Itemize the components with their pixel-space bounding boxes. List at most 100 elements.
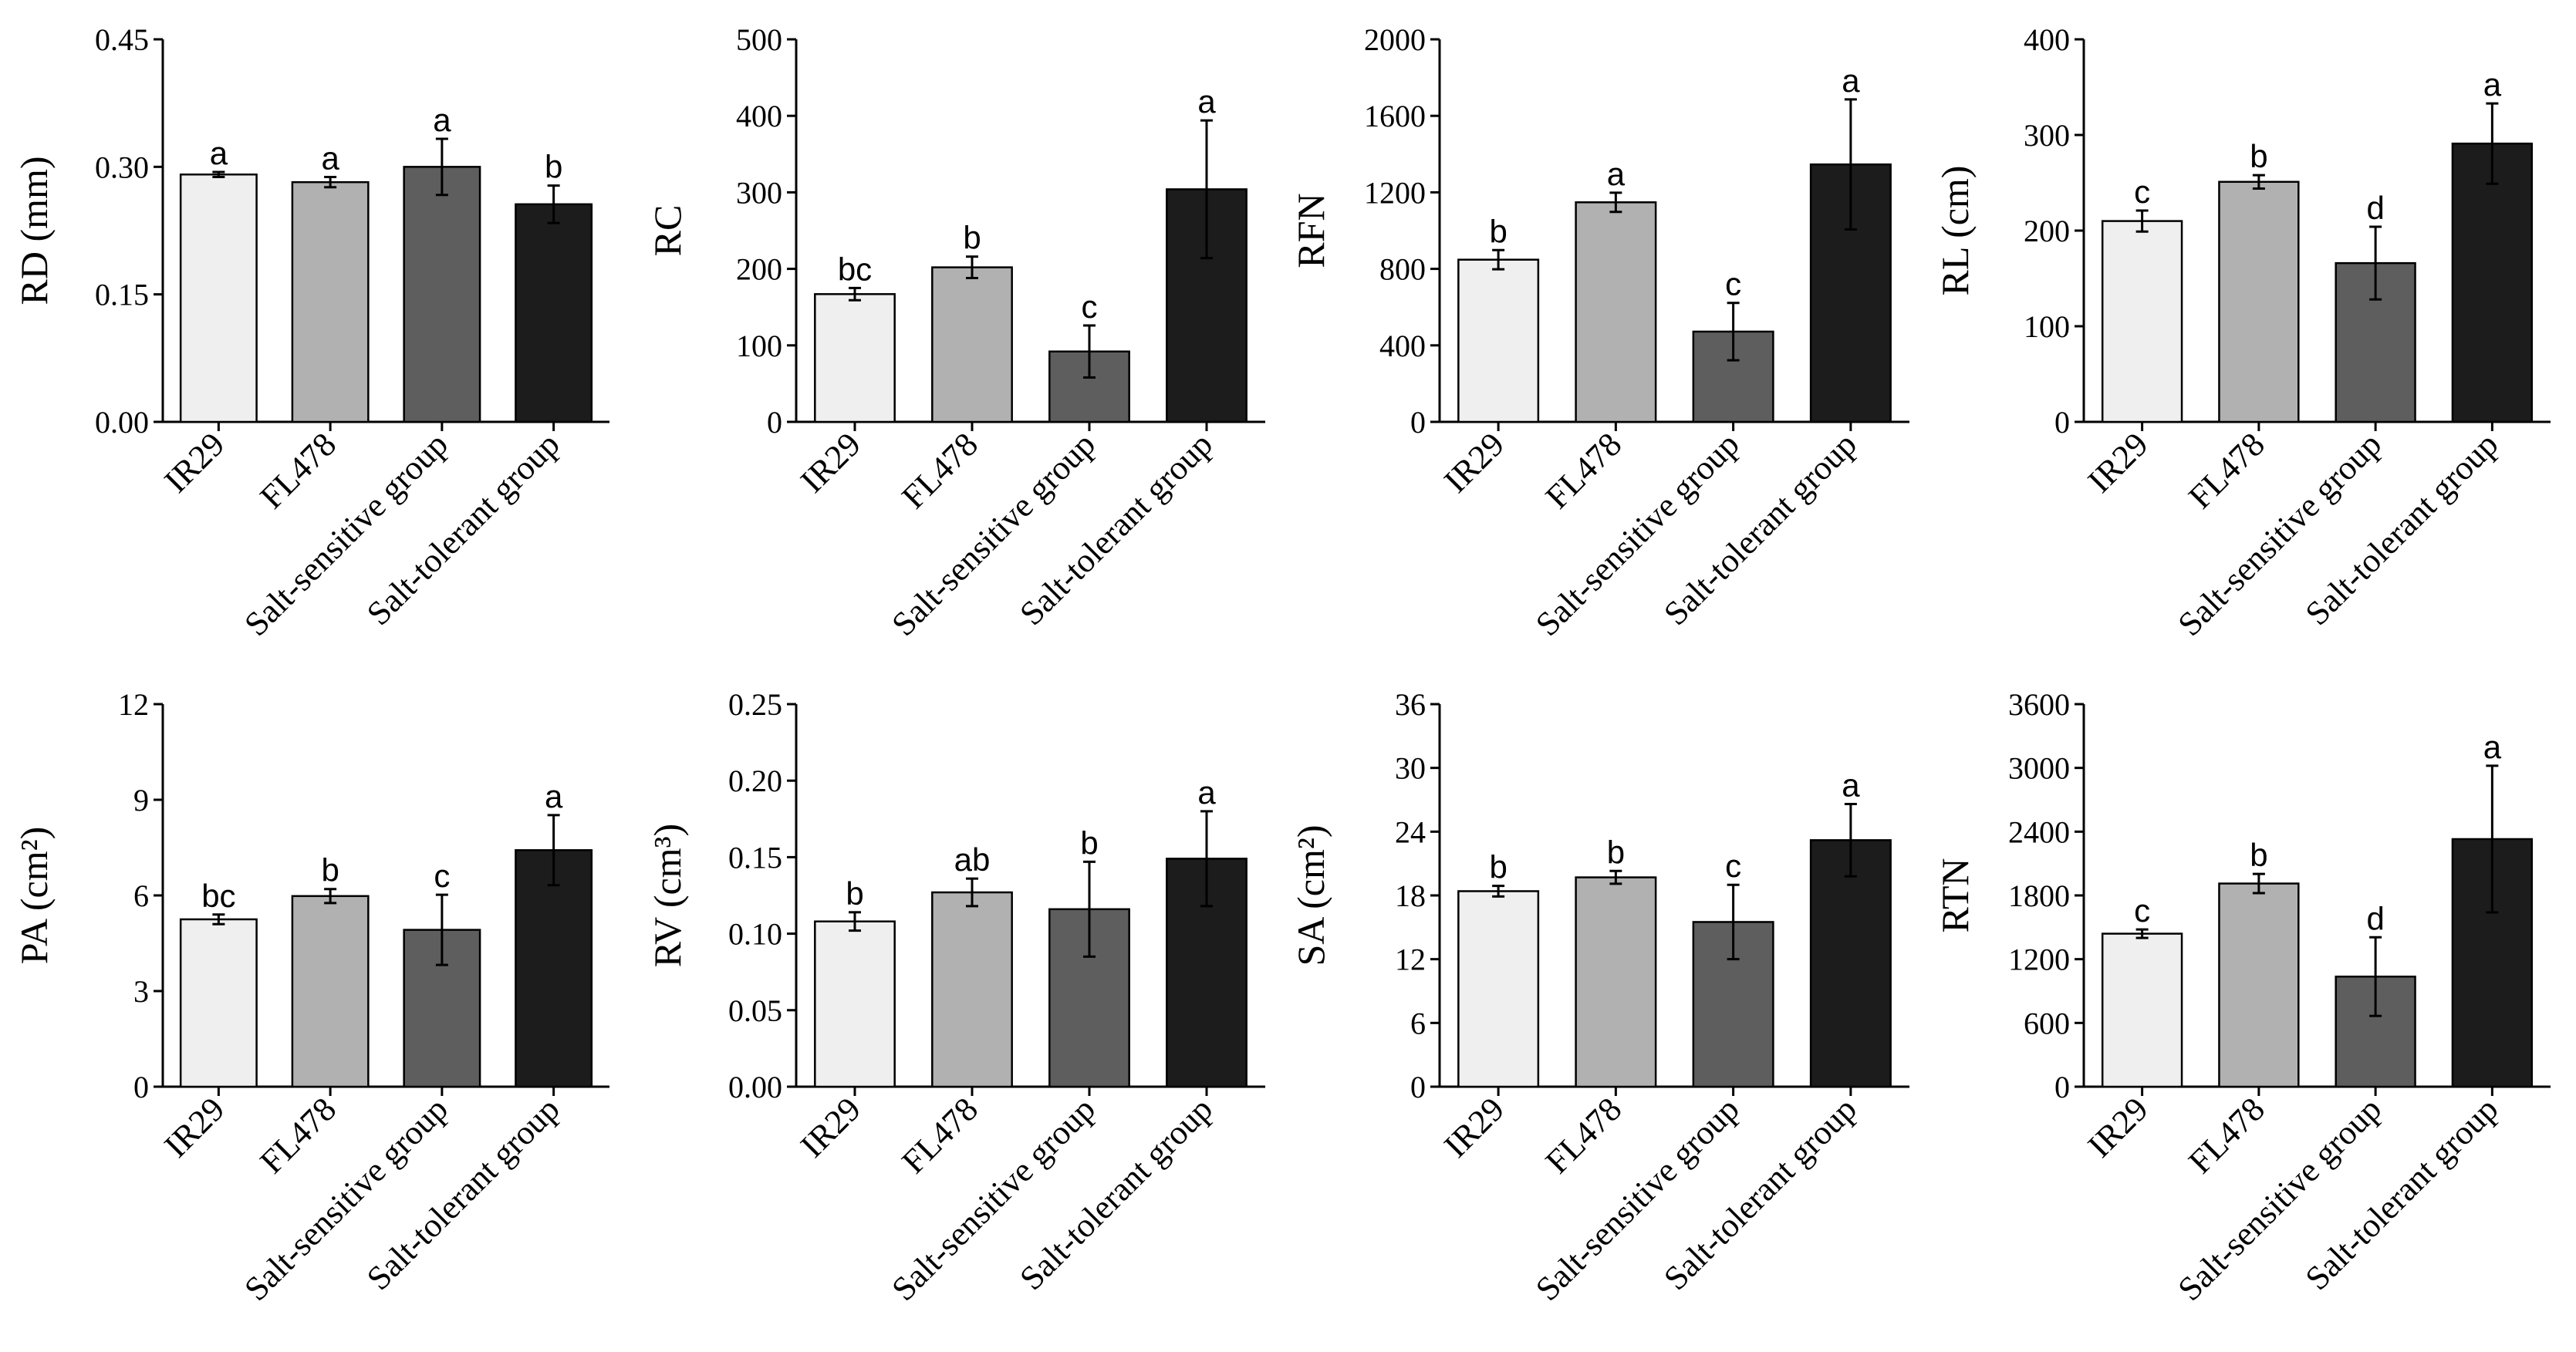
x-tick-label: Salt-tolerant group [360, 1090, 567, 1297]
y-tick-label: 1600 [1364, 99, 1426, 133]
x-tick-label: IR29 [2081, 425, 2156, 500]
y-tick-label: 0 [2054, 405, 2070, 440]
significance-letter: b [1607, 834, 1625, 870]
significance-letter: b [1080, 824, 1098, 861]
y-axis-label: RC [646, 205, 689, 257]
x-tick-label: Salt-sensitive group [1528, 425, 1747, 643]
significance-letter: d [2366, 190, 2384, 226]
bar-salt-sensitive-group [403, 166, 481, 423]
x-tick-label: Salt-tolerant group [360, 425, 567, 632]
significance-letter: a [1842, 767, 1860, 804]
significance-letter: a [545, 778, 563, 814]
y-tick-label: 36 [1395, 687, 1426, 722]
y-tick-label: 12 [118, 687, 149, 722]
y-tick-label: 6 [1410, 1006, 1426, 1040]
y-tick-label: 3000 [2008, 751, 2070, 786]
significance-letter: a [1607, 156, 1626, 192]
y-axis-label: RTN [1933, 858, 1977, 933]
significance-letter: a [1197, 83, 1216, 120]
y-axis-label: RL (cm) [1933, 166, 1977, 296]
bar-fl478 [2218, 180, 2300, 423]
significance-letter: b [846, 875, 863, 912]
significance-letter: b [545, 149, 562, 185]
y-tick-label: 0.15 [728, 840, 782, 875]
y-tick-label: 0.45 [95, 22, 149, 57]
y-tick-label: 3 [133, 974, 149, 1009]
bar-salt-sensitive-group [1692, 921, 1774, 1088]
y-tick-label: 0.30 [95, 150, 149, 184]
panel-rfn: 0 400 800 1200 1600 2000 RFN b IR29 a FL478 c Salt-s… [1289, 22, 1909, 643]
x-tick-label: FL478 [894, 1090, 985, 1181]
x-tick-label: FL478 [253, 1090, 344, 1181]
y-tick-label: 600 [2024, 1006, 2070, 1040]
y-tick-label: 2400 [2008, 814, 2070, 849]
bar-ir29 [2101, 220, 2183, 423]
x-tick-label: Salt-sensitive group [884, 1090, 1102, 1308]
significance-letter: a [2483, 66, 2502, 103]
y-tick-label: 300 [736, 175, 782, 210]
x-tick-label: Salt-sensitive group [2171, 425, 2389, 643]
y-tick-label: 0 [767, 405, 782, 440]
significance-letter: a [433, 102, 451, 138]
bar-ir29 [1457, 258, 1540, 423]
x-tick-label: Salt-sensitive group [884, 425, 1102, 643]
significance-letter: bc [838, 251, 872, 287]
x-tick-label: FL478 [1538, 425, 1629, 516]
y-tick-label: 12 [1395, 942, 1426, 977]
significance-letter: c [434, 858, 450, 894]
y-tick-label: 9 [133, 783, 149, 818]
bar-salt-tolerant-group [515, 203, 593, 423]
panel-rc: 0 100 200 300 400 500 RC bc IR29 b FL478 c Salt-sens… [646, 22, 1265, 643]
y-tick-label: 1800 [2008, 878, 2070, 913]
y-tick-label: 0.15 [95, 278, 149, 312]
significance-letter: c [1725, 266, 1741, 302]
x-tick-label: IR29 [2081, 1090, 2156, 1165]
y-tick-label: 6 [133, 878, 149, 913]
y-tick-label: 400 [1379, 329, 1426, 363]
bar-ir29 [814, 920, 896, 1088]
significance-letter: c [2134, 892, 2150, 929]
panel-rtn: 0 600 1200 1800 2400 3000 3600 RTN c IR29 b FL478 d S… [1933, 687, 2551, 1308]
y-tick-label: 0 [2054, 1070, 2070, 1104]
bar-fl478 [1575, 201, 1657, 423]
x-tick-label: Salt-sensitive group [237, 425, 455, 643]
y-tick-label: 0.05 [728, 993, 782, 1028]
bar-ir29 [1457, 890, 1540, 1088]
significance-letter: a [2483, 729, 2502, 765]
bar-fl478 [931, 891, 1013, 1088]
y-axis-label: RD (mm) [12, 156, 56, 305]
x-tick-label: Salt-tolerant group [1012, 1090, 1220, 1297]
y-tick-label: 0.10 [728, 917, 782, 952]
significance-letter: b [2250, 837, 2267, 873]
significance-letter: b [321, 852, 339, 888]
y-tick-label: 200 [736, 252, 782, 287]
x-tick-label: IR29 [1437, 1090, 1511, 1165]
panel-pa: 0 3 6 9 12 PA (cm²) bc IR29 b FL478 c Salt-sensitiv… [12, 687, 609, 1308]
x-tick-label: IR29 [157, 1090, 232, 1165]
y-tick-label: 18 [1395, 878, 1426, 913]
significance-letter: a [1197, 774, 1216, 811]
y-tick-label: 1200 [2008, 942, 2070, 977]
x-tick-label: IR29 [1437, 425, 1511, 500]
y-axis-label: RFN [1289, 193, 1332, 268]
bar-salt-tolerant-group [1809, 839, 1892, 1088]
y-tick-label: 500 [736, 22, 782, 57]
significance-letter: a [210, 135, 228, 171]
x-tick-label: FL478 [1538, 1090, 1629, 1181]
y-axis-label: SA (cm²) [1289, 824, 1332, 966]
y-tick-label: 0 [1410, 405, 1426, 440]
x-tick-label: IR29 [793, 1090, 868, 1165]
y-tick-label: 0.20 [728, 764, 782, 798]
significance-letter: b [1489, 213, 1507, 249]
significance-letter: c [1725, 848, 1741, 884]
significance-letter: b [2250, 138, 2267, 174]
bar-salt-tolerant-group [2451, 142, 2534, 423]
bar-ir29 [179, 174, 258, 423]
bar-fl478 [291, 895, 370, 1088]
y-tick-label: 0.25 [728, 687, 782, 722]
y-tick-label: 0 [1410, 1070, 1426, 1104]
panel-sa: 0 6 12 18 24 30 36 SA (cm²) b IR29 b FL478 c Salt-sen… [1289, 687, 1909, 1308]
x-tick-label: Salt-tolerant group [1012, 425, 1220, 632]
bar-fl478 [2218, 882, 2300, 1088]
